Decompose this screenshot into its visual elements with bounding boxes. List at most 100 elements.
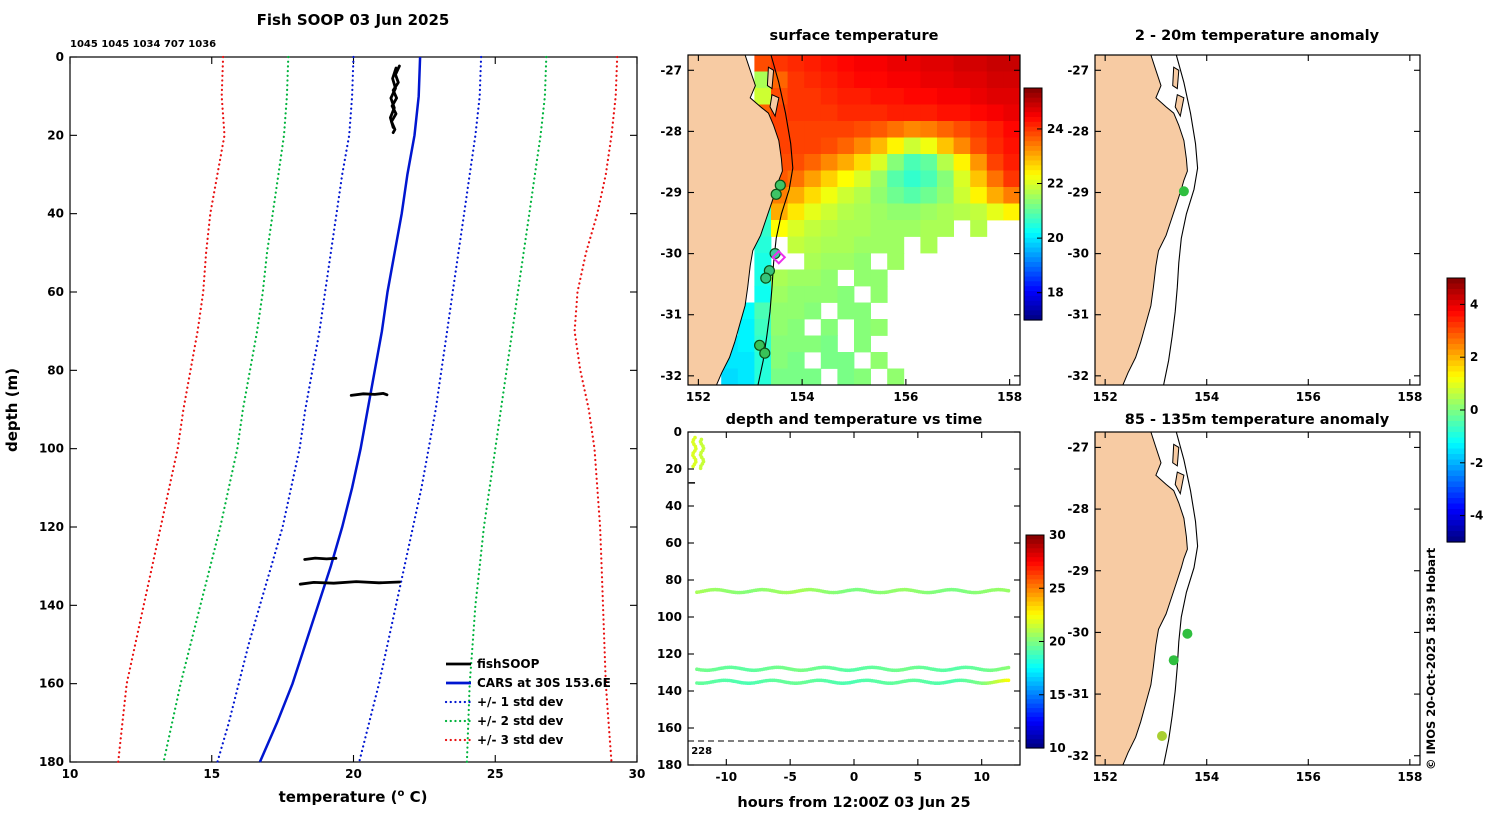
- y-tick-label: 140: [39, 598, 64, 612]
- x-tick-label: 158: [1397, 770, 1422, 784]
- colorbar-tick-label: -2: [1470, 456, 1483, 470]
- y-tick-label: 0: [56, 50, 64, 64]
- profile-counts: 1045 1045 1034 707 1036: [70, 39, 216, 50]
- x-tick-label: 152: [686, 390, 711, 404]
- y-tick-label: -29: [1067, 186, 1089, 200]
- station-dot: [1182, 628, 1193, 639]
- std1-lower-curve: [216, 55, 355, 764]
- sst-grid: [721, 55, 1021, 386]
- axes-frame: [1094, 54, 1421, 386]
- island: [769, 93, 780, 118]
- x-tick-label: -10: [715, 770, 737, 784]
- axes-frame: [687, 431, 1021, 766]
- x-tick-label: 158: [997, 390, 1022, 404]
- fishsoop-data-segment: [389, 66, 398, 129]
- profile-title: Fish SOOP 03 Jun 2025: [257, 11, 450, 29]
- cars-mean-curve: [258, 56, 422, 763]
- y-tick-label: -28: [1067, 502, 1089, 516]
- depth-time-colorbar: 10 15 20 25 30: [1025, 528, 1066, 755]
- y-tick-label: 20: [47, 128, 64, 142]
- station-dot: [759, 347, 771, 359]
- y-tick-label: -29: [660, 186, 682, 200]
- legend-label: fishSOOP: [477, 657, 540, 671]
- map-chart: 152 154 156 158 -27 -28 -29 -30 -31 -32: [660, 54, 1022, 404]
- depth-time-panel: depth and temperature vs time hours from…: [657, 412, 1066, 811]
- profile-legend: fishSOOP CARS at 30S 153.6E +/- 1 std dev +…: [444, 657, 611, 747]
- y-tick-label: 140: [657, 684, 682, 698]
- sensor-depth-track: [695, 587, 1011, 595]
- colorbar-tick-label: 0: [1470, 403, 1478, 417]
- y-tick-label: 60: [665, 536, 682, 550]
- y-tick-label: 160: [39, 677, 64, 691]
- anomaly-colorbar: -4 -2 0 2 4: [1446, 277, 1483, 543]
- depth-time-title: depth and temperature vs time: [726, 412, 983, 428]
- x-tick-label: 152: [1093, 390, 1118, 404]
- y-tick-label: 180: [39, 755, 64, 769]
- anomaly-85-135m-title: 85 - 135m temperature anomaly: [1125, 412, 1390, 428]
- isobath-contour: [1163, 431, 1199, 766]
- land-coastline: [1094, 54, 1188, 386]
- profile-xlabel-sup: o: [397, 788, 404, 799]
- std2-upper-curve: [465, 55, 548, 764]
- island: [1174, 93, 1185, 118]
- island: [766, 66, 775, 90]
- y-tick-label: 120: [39, 520, 64, 534]
- colorbar-tick-label: 20: [1049, 635, 1066, 649]
- current-position-diamond: [771, 249, 787, 265]
- y-tick-label: -30: [1067, 247, 1089, 261]
- sst-map-title: surface temperature: [770, 28, 939, 44]
- colorbar-tick-label: 18: [1047, 286, 1064, 300]
- island: [1174, 471, 1185, 496]
- x-tick-label: 0: [850, 770, 858, 784]
- sst-colorbar: 18 20 22 24: [1023, 87, 1064, 321]
- x-tick-label: 152: [1093, 770, 1118, 784]
- x-tick-label: 158: [1397, 390, 1422, 404]
- x-tick-label: 154: [1194, 390, 1219, 404]
- x-tick-label: 20: [345, 767, 362, 781]
- std3-upper-curve: [573, 55, 619, 764]
- isobath-contour: [757, 54, 794, 386]
- y-tick-label: 100: [39, 442, 64, 456]
- legend-label: +/- 3 std dev: [477, 733, 563, 747]
- axes-frame: [1094, 431, 1421, 766]
- y-tick-label: 20: [665, 462, 682, 476]
- imos-credit: © IMOS 20-Oct-2025 18:39 Hobart: [1424, 547, 1438, 770]
- fishsoop-data-segment: [298, 580, 401, 586]
- x-tick-label: 154: [790, 390, 815, 404]
- station-dot: [760, 272, 772, 284]
- station-dot: [774, 179, 786, 191]
- anomaly-2-20m-title: 2 - 20m temperature anomaly: [1135, 28, 1380, 44]
- fishsoop-data-segment: [349, 392, 389, 397]
- x-tick-label: 5: [914, 770, 922, 784]
- y-tick-label: 180: [657, 758, 682, 772]
- y-tick-label: -27: [660, 63, 682, 77]
- map-chart: 152 154 156 158 -27 -28 -29 -30 -31 -32: [1067, 431, 1422, 784]
- land-coastline: [687, 54, 783, 386]
- legend-label: +/- 1 std dev: [477, 695, 563, 709]
- colorbar-tick-label: 4: [1470, 297, 1478, 311]
- x-tick-label: 156: [1296, 390, 1321, 404]
- std3-lower-curve: [117, 55, 226, 764]
- y-tick-label: -28: [1067, 124, 1089, 138]
- y-tick-label: 60: [47, 285, 64, 299]
- axes-frame: [69, 56, 638, 763]
- y-tick-label: -32: [1067, 369, 1089, 383]
- y-tick-label: 40: [665, 499, 682, 513]
- colorbar-tick-label: 24: [1047, 122, 1064, 136]
- x-tick-label: 156: [893, 390, 918, 404]
- colorbar-tick-label: 10: [1049, 741, 1066, 755]
- colorbar-tick-label: 30: [1049, 528, 1066, 542]
- island: [1172, 66, 1180, 90]
- y-tick-label: 120: [657, 647, 682, 661]
- anomaly-2-20m-panel: 2 - 20m temperature anomaly 152 154 156 158…: [1067, 28, 1422, 404]
- y-tick-label: -30: [660, 247, 682, 261]
- colorbar-tick-label: 15: [1049, 688, 1066, 702]
- x-tick-label: 154: [1194, 770, 1219, 784]
- station-dot: [1157, 731, 1167, 741]
- depth-time-xlabel: hours from 12:00Z 03 Jun 25: [737, 795, 970, 811]
- colorbar-tick-label: 25: [1049, 581, 1066, 595]
- axes-frame: [687, 54, 1021, 386]
- y-tick-label: 160: [657, 721, 682, 735]
